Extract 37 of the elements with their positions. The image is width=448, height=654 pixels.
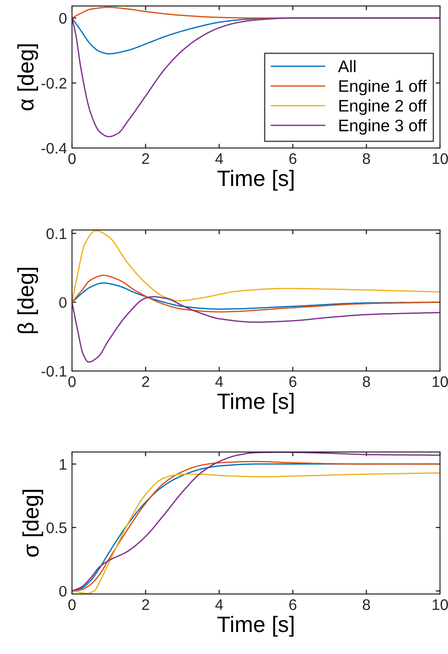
x-tick-label: 8 — [362, 153, 370, 164]
y-axis-title: α [deg] — [17, 44, 38, 110]
x-tick-label: 6 — [289, 599, 296, 610]
legend-label: Engine 3 off — [339, 119, 427, 135]
y-tick-label: 0 — [59, 297, 67, 308]
y-tick-label: 0 — [59, 586, 67, 597]
x-tick-label: 2 — [142, 599, 150, 610]
x-tick-label: 0 — [68, 153, 76, 164]
x-tick-label: 0 — [68, 599, 76, 610]
y-tick-label: -0.2 — [41, 78, 66, 89]
legend-label: Engine 2 off — [339, 99, 427, 115]
y-tick-label: 0 — [59, 12, 67, 24]
x-tick-label: 10 — [432, 376, 448, 388]
x-tick-label: 0 — [68, 376, 76, 388]
x-tick-label: 2 — [142, 376, 150, 387]
x-tick-label: 8 — [362, 376, 370, 388]
y-tick-label: 0.1 — [46, 228, 66, 240]
x-tick-label: 10 — [432, 153, 448, 164]
x-axis-title: Time [s] — [217, 392, 294, 414]
y-tick-label: -0.1 — [41, 366, 66, 377]
legend-label: All — [338, 60, 356, 72]
y-axis-title: β [deg] — [17, 268, 38, 334]
x-axis-title: Time [s] — [217, 170, 294, 191]
x-tick-label: 4 — [215, 153, 223, 164]
x-tick-label: 8 — [362, 599, 370, 610]
y-tick-label: -0.4 — [41, 142, 67, 154]
y-tick-label: 1 — [60, 459, 66, 470]
x-tick-label: 6 — [289, 153, 296, 164]
y-axis-title: σ [deg] — [22, 490, 44, 557]
x-tick-label: 4 — [215, 376, 223, 387]
x-tick-label: 6 — [289, 376, 296, 388]
y-tick-label: 0.5 — [46, 522, 66, 534]
x-tick-label: 10 — [432, 599, 448, 610]
legend-label: Engine 1 off — [339, 80, 427, 96]
x-axis-title: Time [s] — [217, 616, 294, 637]
x-tick-label: 2 — [142, 153, 150, 164]
x-tick-label: 4 — [215, 599, 223, 610]
